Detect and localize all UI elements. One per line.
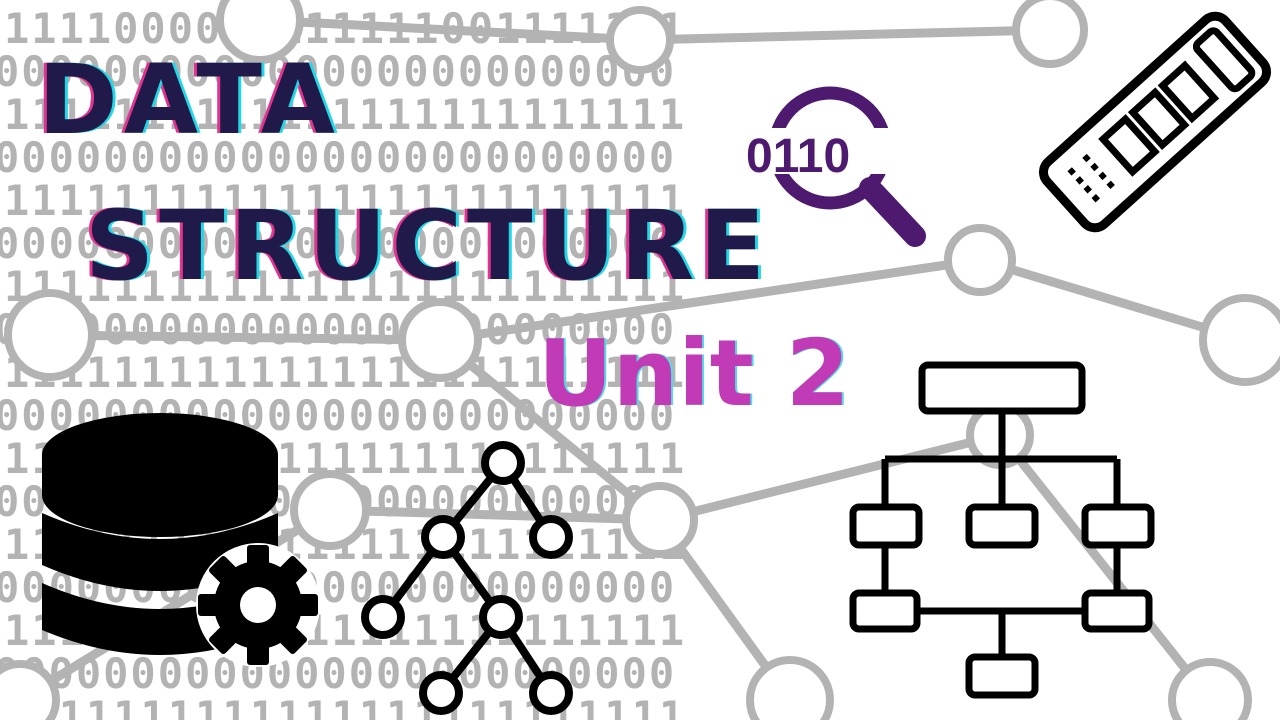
binary-tree-icon bbox=[361, 441, 573, 715]
binary-row: 0000000000000000000000000 bbox=[0, 219, 677, 268]
binary-row: 1111111111111111111111111 bbox=[4, 176, 687, 225]
memory-chip-icon bbox=[1038, 11, 1272, 233]
binary-row: 0000000000000000000000000 bbox=[0, 305, 677, 354]
flowchart-icon bbox=[849, 361, 1155, 699]
title-line-structure: STRUCTURE bbox=[85, 190, 770, 302]
search-binary-label: 0110 bbox=[746, 130, 850, 183]
database-gear-icon bbox=[42, 413, 320, 667]
binary-row: 1111111111111111111111111 bbox=[4, 348, 687, 397]
binary-row: 0000000000000000000000000 bbox=[0, 47, 677, 96]
subtitle-unit: Unit 2 bbox=[538, 320, 850, 427]
search-binary-icon: 0110 bbox=[740, 86, 926, 247]
binary-row: 1111111111111111111111111 bbox=[4, 262, 687, 311]
title-line-data: DATA bbox=[38, 44, 341, 156]
binary-row: 0000000000000000000000000 bbox=[0, 133, 677, 182]
binary-row: 1111111111111111111111111 bbox=[4, 90, 687, 139]
